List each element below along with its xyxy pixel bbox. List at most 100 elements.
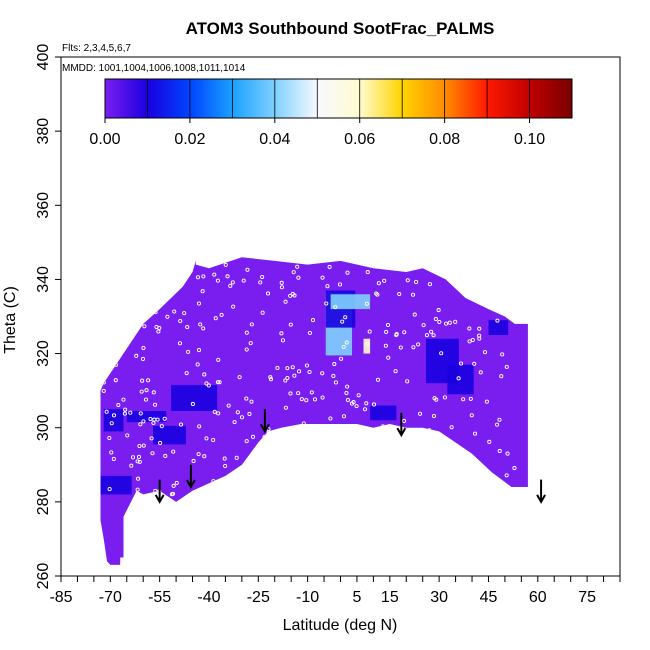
x-tick-label: -55 bbox=[148, 589, 171, 606]
observation-point bbox=[494, 422, 500, 427]
observation-point bbox=[222, 456, 227, 461]
observation-point bbox=[238, 486, 243, 491]
observation-point bbox=[215, 278, 220, 283]
observation-point bbox=[382, 278, 387, 283]
x-tick-label: -85 bbox=[49, 589, 72, 606]
observation-point bbox=[215, 380, 220, 385]
heatmap-cell bbox=[330, 294, 371, 310]
observation-point bbox=[111, 456, 116, 461]
observation-point bbox=[201, 274, 206, 279]
observation-point bbox=[451, 458, 456, 464]
observation-point bbox=[244, 439, 249, 444]
observation-point bbox=[384, 329, 389, 334]
observation-point bbox=[421, 323, 426, 328]
observation-point bbox=[393, 369, 398, 374]
observation-point bbox=[191, 458, 196, 464]
observation-point bbox=[374, 456, 379, 462]
observation-point bbox=[291, 270, 296, 275]
observation-point bbox=[415, 477, 420, 482]
observation-point bbox=[140, 356, 146, 361]
observation-point bbox=[308, 438, 313, 443]
observation-point bbox=[293, 456, 298, 461]
observation-point bbox=[501, 308, 507, 313]
observation-point bbox=[142, 313, 147, 318]
observation-point bbox=[296, 425, 301, 430]
observation-point bbox=[320, 371, 325, 376]
observation-point bbox=[232, 487, 237, 492]
observation-point bbox=[157, 326, 162, 331]
observation-point bbox=[151, 298, 156, 303]
observation-point bbox=[244, 330, 249, 335]
colorbar-tick-label: 0.08 bbox=[429, 131, 460, 148]
observation-point bbox=[341, 414, 347, 419]
observation-point bbox=[468, 396, 473, 401]
y-tick-label: 320 bbox=[35, 340, 52, 367]
observation-point bbox=[340, 319, 345, 324]
observation-point bbox=[382, 470, 387, 475]
flight-arrow-head bbox=[154, 494, 165, 504]
observation-point bbox=[296, 391, 301, 396]
observation-point bbox=[306, 480, 311, 485]
observation-point bbox=[325, 480, 330, 485]
observation-point bbox=[244, 396, 249, 401]
observation-point bbox=[309, 390, 314, 395]
observation-point bbox=[275, 365, 280, 371]
observation-point bbox=[302, 434, 307, 439]
observation-point bbox=[185, 325, 190, 330]
observation-point bbox=[375, 377, 381, 382]
observation-point bbox=[151, 390, 156, 395]
observation-point bbox=[445, 266, 450, 271]
observation-point bbox=[394, 333, 399, 338]
observation-point bbox=[345, 397, 351, 403]
observation-point bbox=[495, 318, 500, 323]
observation-point bbox=[416, 444, 421, 449]
x-axis-label: Latitude (deg N) bbox=[283, 617, 398, 634]
observation-point bbox=[316, 437, 322, 442]
colorbar-tick-label: 0.04 bbox=[259, 131, 290, 148]
observation-point bbox=[411, 345, 416, 350]
observation-point bbox=[109, 421, 114, 426]
observation-point bbox=[146, 378, 151, 383]
observation-point bbox=[280, 338, 285, 343]
observation-point bbox=[178, 318, 183, 324]
x-tick-label: 5 bbox=[352, 589, 361, 606]
observation-point bbox=[195, 275, 200, 280]
observation-point bbox=[461, 397, 466, 402]
observation-point bbox=[258, 280, 263, 285]
observation-point bbox=[341, 344, 346, 349]
observation-point bbox=[429, 460, 434, 466]
observation-point bbox=[144, 388, 149, 393]
observation-point bbox=[172, 309, 177, 314]
observation-point bbox=[285, 366, 290, 371]
observation-point bbox=[299, 397, 304, 402]
observation-point bbox=[140, 378, 145, 383]
observation-point bbox=[386, 355, 391, 360]
observation-point bbox=[332, 362, 337, 367]
observation-point bbox=[450, 470, 455, 475]
observation-point bbox=[201, 326, 206, 331]
observation-point bbox=[268, 467, 273, 472]
observation-point bbox=[449, 273, 454, 278]
observation-point bbox=[174, 480, 179, 485]
y-axis-label: Theta (C) bbox=[2, 286, 19, 354]
observation-point bbox=[171, 483, 176, 488]
observation-point bbox=[348, 459, 353, 464]
observation-point bbox=[473, 431, 478, 436]
observation-point bbox=[291, 491, 296, 496]
observation-point bbox=[113, 354, 119, 359]
observation-point bbox=[260, 274, 265, 280]
observation-point bbox=[344, 340, 349, 345]
observation-point bbox=[113, 378, 118, 383]
observation-point bbox=[356, 477, 361, 483]
observation-point bbox=[456, 376, 461, 381]
flight-arrow-head bbox=[396, 427, 407, 438]
observation-point bbox=[225, 274, 230, 279]
observation-point bbox=[121, 397, 126, 402]
observation-point bbox=[141, 346, 146, 351]
observation-point bbox=[268, 377, 274, 382]
observation-point bbox=[216, 411, 221, 416]
x-tick-label: 30 bbox=[430, 589, 448, 606]
observation-point bbox=[138, 422, 143, 427]
observation-point bbox=[143, 397, 149, 402]
observation-point bbox=[107, 487, 112, 492]
